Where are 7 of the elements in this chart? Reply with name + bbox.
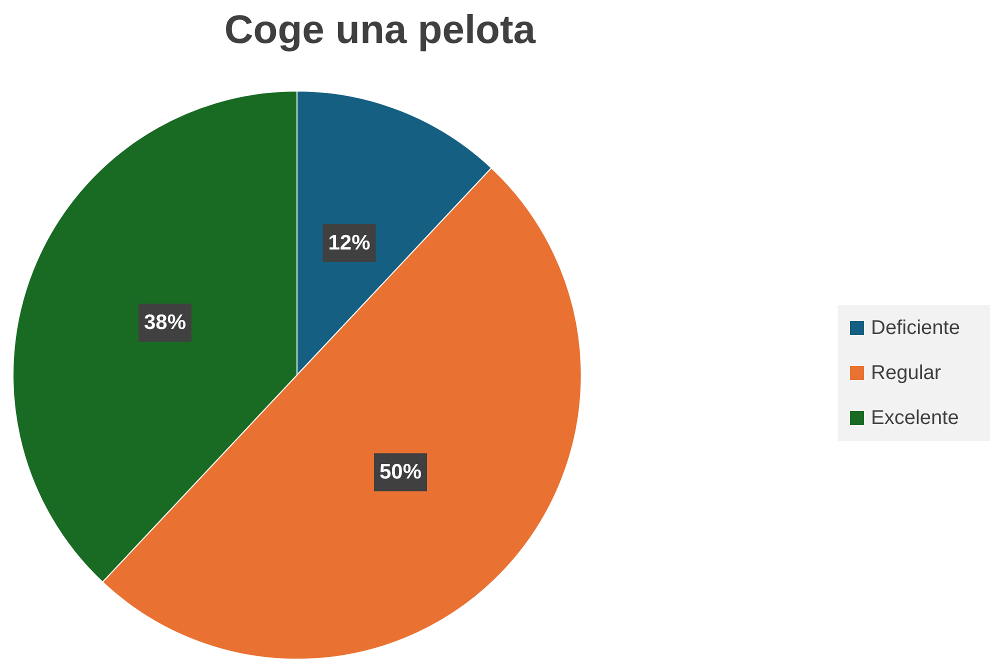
- data-label: 38%: [144, 311, 186, 334]
- data-label: 50%: [380, 460, 422, 484]
- legend-label: Deficiente: [871, 317, 960, 339]
- legend-label: Excelente: [871, 407, 959, 429]
- chart-title: Coge una pelota: [224, 8, 536, 52]
- legend-label: Regular: [871, 362, 942, 384]
- data-label: 12%: [328, 231, 371, 254]
